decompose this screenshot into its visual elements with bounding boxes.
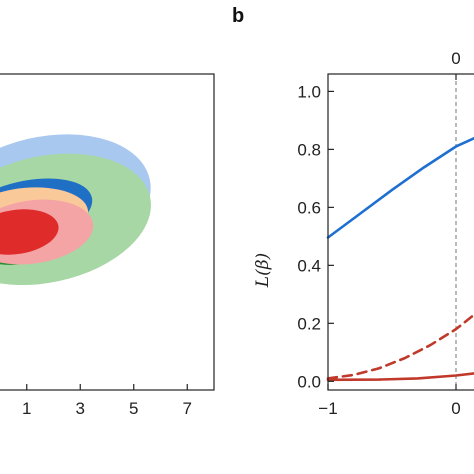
x-tick-label: 7: [183, 399, 192, 418]
panel-a-frame: [0, 73, 215, 391]
contour-regions: [0, 134, 151, 286]
series-line-3: [326, 372, 474, 382]
panel-a-density-plot: 1 3 5 7: [0, 73, 215, 418]
y-axis-title: L(β): [253, 253, 273, 288]
x-tick-label: −1: [318, 399, 337, 418]
panel-b-ticks: 0.0 0.2 0.4 0.6 0.8 1.0 −1 0 0: [297, 49, 460, 418]
x-tick-label: 5: [129, 399, 138, 418]
panel-a-x-ticks: 1 3 5 7: [22, 384, 192, 418]
series-line-2: [326, 313, 474, 380]
panel-b-line-plot: b 0.0 0.2 0.4 0.6 0.8 1.0 −1 0 0 L(β): [232, 5, 474, 418]
y-tick-label: 0.6: [297, 198, 321, 217]
panel-b-content: [326, 74, 474, 390]
top-tick-label: 0: [451, 49, 460, 68]
y-tick-label: 0.4: [297, 256, 321, 275]
x-tick-label: 0: [451, 399, 460, 418]
y-tick-label: 1.0: [297, 82, 321, 101]
series-line-1: [326, 136, 474, 239]
panel-b-frame: [327, 73, 474, 391]
contour-region-7: [0, 209, 59, 255]
x-tick-label: 3: [76, 399, 85, 418]
panel-b-letter: b: [232, 5, 244, 27]
y-tick-label: 0.0: [297, 372, 321, 391]
y-tick-label: 0.8: [297, 140, 321, 159]
y-tick-label: 0.2: [297, 314, 321, 333]
x-tick-label: 1: [22, 399, 31, 418]
